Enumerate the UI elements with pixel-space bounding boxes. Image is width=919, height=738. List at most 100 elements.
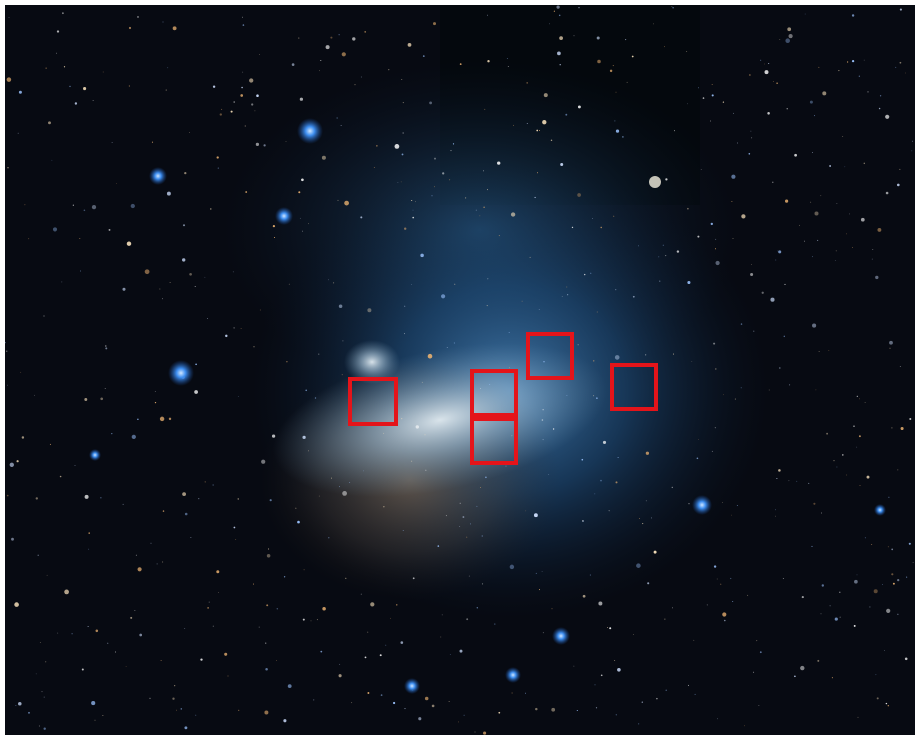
star xyxy=(468,575,470,577)
star xyxy=(826,432,828,435)
star xyxy=(108,228,111,231)
star xyxy=(454,283,456,285)
star xyxy=(858,75,860,77)
galaxy-image xyxy=(5,5,915,735)
star xyxy=(339,663,341,665)
star xyxy=(237,396,239,397)
star xyxy=(820,613,822,615)
star xyxy=(743,725,745,727)
star xyxy=(751,137,753,139)
star xyxy=(388,69,390,71)
star xyxy=(778,367,781,369)
star xyxy=(873,589,878,594)
star xyxy=(672,7,674,9)
star xyxy=(638,245,639,247)
star xyxy=(561,296,563,297)
star xyxy=(891,427,893,429)
star xyxy=(156,563,158,565)
star xyxy=(829,605,831,607)
star xyxy=(235,539,237,540)
star xyxy=(713,342,716,345)
star xyxy=(887,546,889,548)
star xyxy=(298,37,300,39)
star xyxy=(607,627,609,629)
star xyxy=(801,596,804,599)
star xyxy=(553,10,555,12)
star xyxy=(411,284,412,285)
star xyxy=(295,507,297,509)
star xyxy=(448,701,450,702)
star xyxy=(731,174,736,179)
star xyxy=(596,311,598,313)
star xyxy=(180,708,183,710)
star xyxy=(662,244,664,246)
star xyxy=(758,705,760,706)
star xyxy=(788,34,793,39)
star xyxy=(207,318,208,319)
star xyxy=(813,502,816,505)
highlight-box xyxy=(470,417,518,465)
star xyxy=(710,222,713,226)
star xyxy=(814,211,819,216)
star xyxy=(216,570,220,574)
star xyxy=(479,486,481,488)
star xyxy=(283,576,286,578)
blue-star xyxy=(149,167,167,185)
star xyxy=(459,649,463,653)
star xyxy=(512,124,515,126)
star xyxy=(836,203,838,204)
star xyxy=(548,474,550,475)
star xyxy=(889,340,893,345)
star xyxy=(360,593,362,595)
star xyxy=(476,505,478,507)
star xyxy=(810,201,812,203)
star xyxy=(273,236,276,239)
star xyxy=(808,482,810,484)
star xyxy=(593,395,595,397)
star xyxy=(266,604,269,607)
star xyxy=(269,499,272,502)
star xyxy=(809,100,813,104)
star xyxy=(194,285,196,288)
blue-star xyxy=(692,495,712,515)
star xyxy=(900,426,904,431)
star xyxy=(846,233,847,235)
blue-star xyxy=(404,678,420,694)
star xyxy=(167,67,169,69)
star xyxy=(751,264,752,265)
star xyxy=(836,466,838,468)
star xyxy=(261,459,266,464)
bar xyxy=(273,342,607,498)
star xyxy=(867,91,869,93)
highlight-box xyxy=(470,369,518,417)
star xyxy=(566,395,568,397)
star xyxy=(218,591,220,593)
star xyxy=(573,665,575,667)
star xyxy=(863,59,865,61)
star xyxy=(83,209,86,212)
star xyxy=(16,460,19,463)
star xyxy=(856,395,858,397)
star xyxy=(418,717,422,721)
star xyxy=(750,272,754,277)
star xyxy=(342,491,347,496)
star xyxy=(291,63,295,66)
star xyxy=(541,571,543,573)
star xyxy=(298,191,301,194)
star xyxy=(83,87,87,91)
star xyxy=(542,120,547,125)
star xyxy=(879,95,882,97)
star xyxy=(338,34,340,36)
star xyxy=(899,168,901,170)
star xyxy=(720,583,722,585)
star xyxy=(352,37,356,41)
star xyxy=(856,574,858,576)
star xyxy=(402,102,404,104)
star xyxy=(134,610,136,611)
star xyxy=(351,702,353,704)
star xyxy=(899,365,901,367)
star xyxy=(596,36,600,40)
star xyxy=(631,55,634,58)
star xyxy=(415,201,416,203)
star xyxy=(420,253,424,258)
